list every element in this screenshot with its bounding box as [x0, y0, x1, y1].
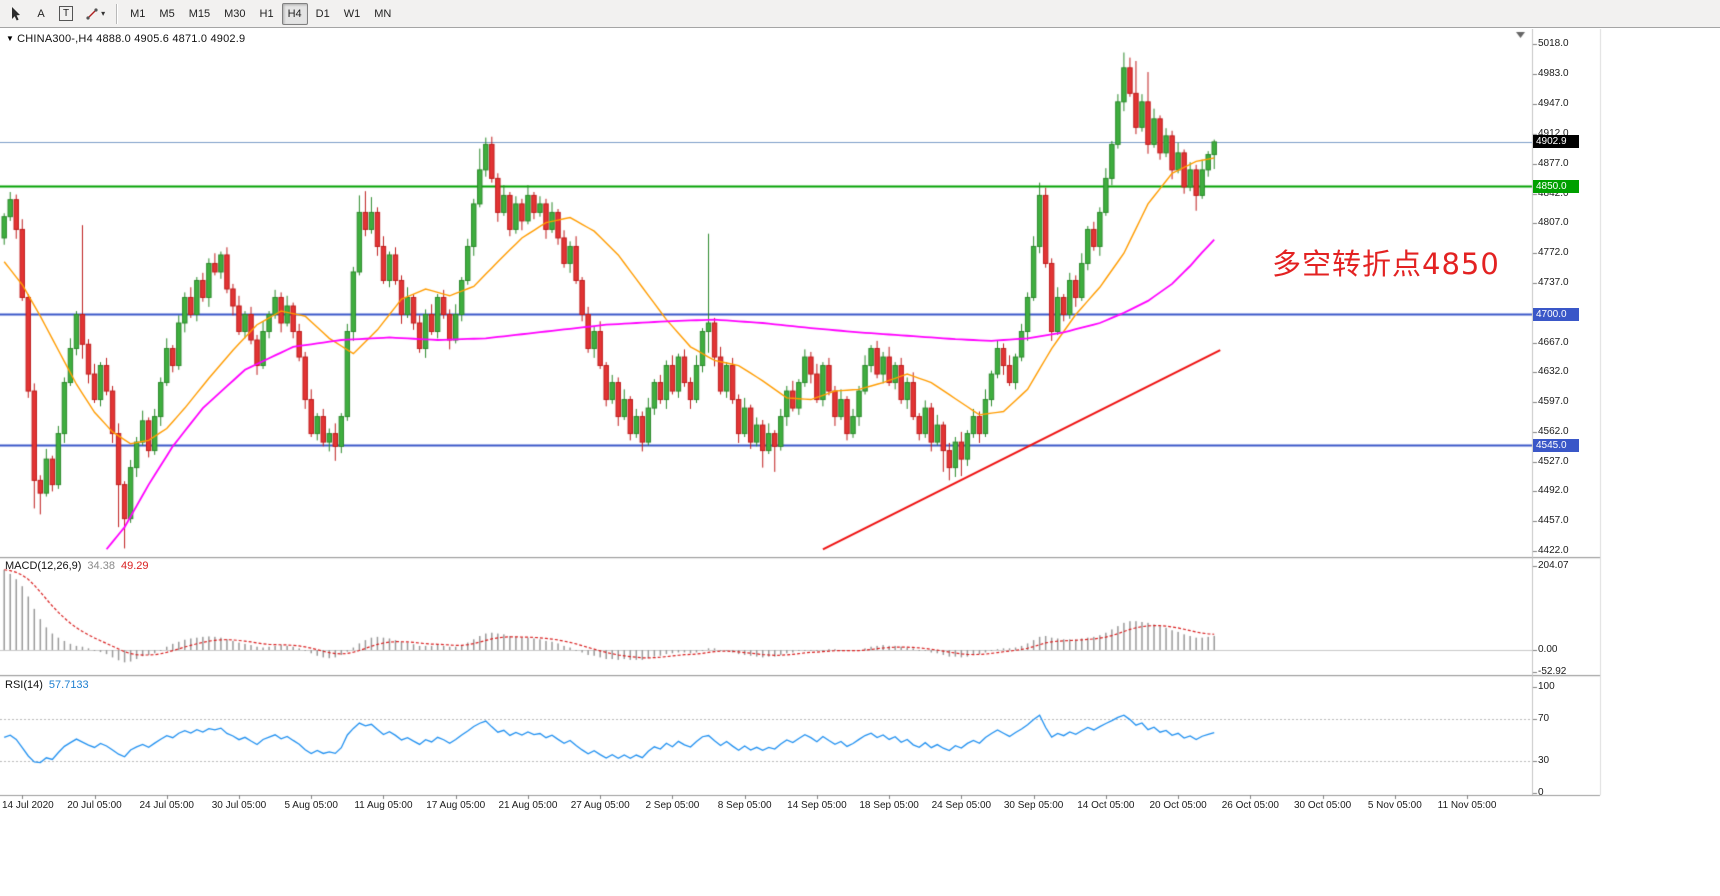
timeframe-button-mn[interactable]: MN: [368, 3, 397, 25]
rsi-label: RSI(14) 57.7133: [5, 679, 89, 691]
text-a-tool-button[interactable]: A: [30, 3, 52, 25]
time-axis-label: 14 Oct 05:00: [1077, 800, 1135, 811]
price-axis-label: 4527.0: [1538, 455, 1569, 467]
price-axis-label: 4632.0: [1538, 366, 1569, 378]
price-axis-label: 4457.0: [1538, 515, 1569, 527]
price-axis-label: 4737.0: [1538, 277, 1569, 289]
cursor-tool-button[interactable]: [4, 3, 28, 25]
time-axis-label: 27 Aug 05:00: [570, 800, 630, 811]
time-axis-label: 8 Sep 05:00: [717, 800, 772, 811]
timeframe-button-m30[interactable]: M30: [218, 3, 251, 25]
time-axis-label: 24 Sep 05:00: [931, 800, 992, 811]
timeframe-button-m15[interactable]: M15: [183, 3, 216, 25]
price-axis-label: 4562.0: [1538, 425, 1569, 437]
price-axis-label: 5018.0: [1538, 38, 1569, 49]
rsi-axis-label: 30: [1538, 755, 1550, 767]
time-axis-label: 11 Aug 05:00: [354, 800, 413, 811]
time-axis-label: 30 Sep 05:00: [1003, 800, 1064, 811]
text-frame-icon: T: [59, 6, 74, 21]
timeframe-button-m1[interactable]: M1: [124, 3, 151, 25]
level-price-badge: 4850.0: [1533, 179, 1579, 193]
rsi-axis-label: 0: [1538, 787, 1544, 798]
toolbar-separator: [116, 3, 119, 24]
macd-main-value: 34.38: [87, 560, 115, 572]
timeframe-button-h4[interactable]: H4: [281, 2, 308, 25]
price-axis-label: 4983.0: [1538, 67, 1569, 79]
symbol-marker-icon: ▼: [6, 34, 15, 43]
level-price-badge: 4545.0: [1533, 439, 1579, 453]
timeframe-group: M1 M5 M15 M30 H1 H4 D1 W1 MN: [123, 2, 398, 25]
text-t-tool-button[interactable]: T: [54, 3, 78, 25]
macd-axis-label: 204.07: [1538, 560, 1569, 572]
price-axis-label: 4597.0: [1538, 396, 1569, 408]
time-axis-label: 11 Nov 05:00: [1437, 800, 1497, 811]
chevron-down-icon: ▾: [101, 9, 106, 18]
time-axis-label: 18 Sep 05:00: [859, 800, 919, 811]
rsi-value: 57.7133: [48, 679, 89, 691]
time-axis-label: 24 Jul 05:00: [139, 800, 194, 811]
price-axis-label: 4807.0: [1538, 217, 1569, 229]
price-axis-label: 4422.0: [1538, 544, 1569, 556]
macd-axis-label: 0.00: [1538, 644, 1558, 655]
price-axis-label: 4492.0: [1538, 485, 1569, 497]
rsi-axis-label: 70: [1538, 712, 1550, 724]
timeframe-button-d1[interactable]: D1: [310, 3, 336, 25]
current-price-badge: 4902.9: [1533, 134, 1579, 148]
time-axis-label: 30 Jul 05:00: [211, 800, 267, 811]
price-axis-label: 4842.0: [1538, 187, 1569, 199]
time-axis-label: 21 Aug 05:00: [498, 800, 558, 811]
rsi-axis-label: 100: [1538, 681, 1555, 692]
macd-label: MACD(12,26,9) 34.38 49.29: [5, 560, 148, 572]
timeframe-button-w1[interactable]: W1: [338, 3, 367, 25]
time-axis-label: 17 Aug 05:00: [426, 800, 486, 811]
symbol-info-line: ▼ CHINA300-,H4 4888.0 4905.6 4871.0 4902.…: [6, 33, 245, 45]
macd-axis-label: -52.92: [1538, 665, 1567, 677]
time-axis-label: 20 Jul 05:00: [67, 800, 122, 811]
price-axis-label: 4912.0: [1538, 128, 1569, 140]
timeframe-button-m5[interactable]: M5: [153, 3, 180, 25]
price-axis-label: 4947.0: [1538, 98, 1569, 110]
price-axis-label: 4772.0: [1538, 247, 1569, 259]
trendline-tool-icon: [86, 7, 98, 20]
time-axis-label: 14 Sep 05:00: [787, 800, 847, 811]
annotation-text[interactable]: 多空转折点4850: [1272, 247, 1500, 281]
time-axis-label: 2 Sep 05:00: [645, 800, 700, 811]
price-chart-canvas[interactable]: [0, 29, 1720, 896]
shapes-tool-button[interactable]: ▾: [80, 3, 110, 25]
pointer-icon: [12, 7, 20, 21]
timeframe-button-h1[interactable]: H1: [254, 3, 280, 25]
symbol-ohlc-text: CHINA300-,H4 4888.0 4905.6 4871.0 4902.9: [17, 33, 246, 45]
time-axis-label: 14 Jul 2020: [2, 800, 54, 811]
rsi-name: RSI(14): [5, 679, 43, 691]
toolbar: A T ▾ M1 M5 M15 M30 H1 H4 D1 W1 MN: [0, 0, 1720, 28]
macd-name: MACD(12,26,9): [5, 560, 82, 572]
macd-signal-value: 49.29: [120, 560, 149, 572]
level-price-badge: 4700.0: [1533, 307, 1579, 321]
price-axis-label: 4667.0: [1538, 336, 1569, 348]
time-axis-label: 5 Nov 05:00: [1367, 800, 1422, 811]
time-axis-label: 20 Oct 05:00: [1149, 800, 1207, 811]
time-axis-label: 30 Oct 05:00: [1293, 800, 1352, 811]
time-axis-label: 26 Oct 05:00: [1221, 800, 1279, 811]
time-axis-label: 5 Aug 05:00: [284, 800, 338, 811]
price-axis-label: 4877.0: [1538, 157, 1569, 169]
